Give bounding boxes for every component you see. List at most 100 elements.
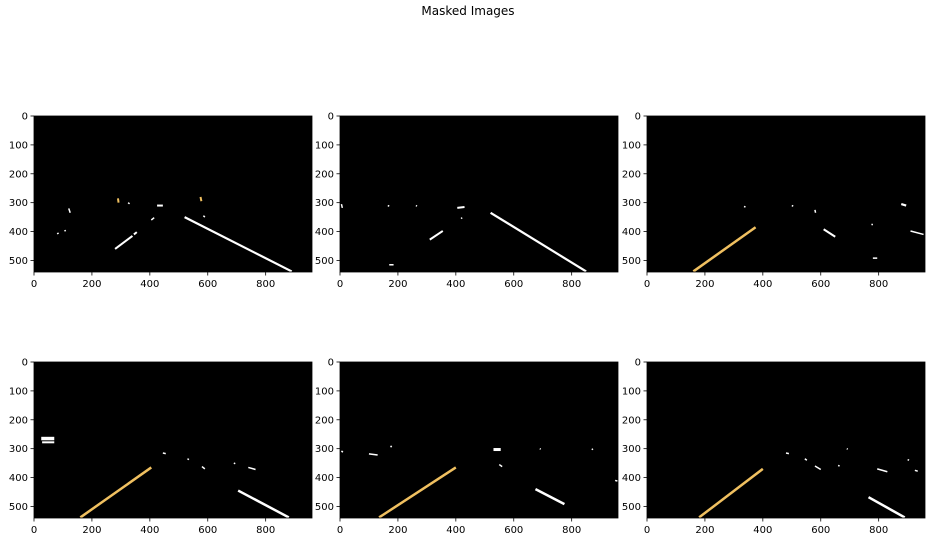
white-lane-mark	[823, 228, 836, 238]
panel-image-1: 0 200 400 600 800 0 100 200 300 400 500	[9, 112, 313, 290]
y-tick-label: 500	[9, 256, 28, 267]
y-tick-label: 400	[622, 227, 641, 238]
y-tick-label: 0	[635, 358, 641, 369]
y-tick-label: 400	[315, 473, 334, 484]
axes-frame	[33, 115, 313, 273]
masked-image	[340, 362, 618, 518]
white-lane-mark	[184, 216, 293, 273]
y-tick-label: 200	[9, 415, 28, 426]
y-tick-label: 200	[622, 169, 641, 180]
x-tick-label: 800	[256, 279, 275, 290]
y-tick-label: 300	[9, 444, 28, 455]
x-tick-label: 600	[811, 525, 830, 536]
white-lane-mark	[785, 452, 790, 455]
x-tick-label: 0	[644, 525, 650, 536]
white-lane-mark	[804, 458, 808, 461]
x-tick-label: 600	[504, 525, 523, 536]
white-lane-mark	[457, 206, 465, 209]
yellow-lane-mark	[692, 226, 757, 273]
white-lane-mark	[56, 232, 59, 235]
x-tick-label: 800	[869, 279, 888, 290]
x-tick-label: 400	[446, 525, 465, 536]
x-tick-label: 600	[504, 279, 523, 290]
white-lane-mark	[68, 208, 71, 214]
white-lane-mark	[837, 464, 840, 467]
yellow-lane-mark	[199, 196, 203, 202]
x-tick-label: 400	[140, 525, 159, 536]
y-tick-label: 100	[315, 386, 334, 397]
y-tick-label: 500	[315, 502, 334, 513]
white-lane-mark	[133, 231, 138, 236]
white-lane-mark	[202, 215, 206, 218]
white-lane-mark	[233, 462, 236, 465]
white-lane-mark	[907, 458, 910, 461]
axes-frame	[339, 361, 619, 519]
white-lane-mark	[490, 211, 587, 273]
yellow-lane-mark	[79, 466, 153, 519]
axes-frame	[33, 361, 313, 519]
white-lane-mark	[910, 230, 924, 236]
y-tick-label: 400	[622, 473, 641, 484]
y-tick-label: 0	[22, 112, 28, 123]
white-lane-mark	[867, 496, 906, 519]
masked-image	[647, 362, 925, 518]
panel-image-3: 0 200 400 600 800 0 100 200 300 400 500	[622, 112, 926, 290]
white-lane-mark	[127, 202, 131, 205]
y-tick-label: 100	[622, 140, 641, 151]
y-tick-label: 500	[9, 502, 28, 513]
masked-image	[34, 362, 312, 518]
white-lane-mark	[814, 209, 817, 213]
y-tick-label: 300	[9, 198, 28, 209]
x-tick-label: 800	[562, 279, 581, 290]
y-tick-label: 300	[315, 198, 334, 209]
white-lane-mark	[162, 452, 166, 455]
y-tick-label: 300	[622, 444, 641, 455]
white-lane-mark	[460, 217, 463, 220]
yellow-lane-mark	[698, 467, 764, 519]
y-tick-label: 400	[9, 473, 28, 484]
x-tick-label: 0	[337, 525, 343, 536]
y-tick-label: 200	[315, 169, 334, 180]
figure-title: Masked Images	[421, 4, 515, 18]
white-lane-mark	[900, 203, 907, 207]
y-tick-label: 0	[22, 358, 28, 369]
white-lane-mark	[150, 217, 155, 221]
white-lane-mark	[534, 488, 566, 506]
white-lane-mark	[791, 204, 794, 207]
x-tick-label: 0	[337, 279, 343, 290]
x-tick-label: 200	[82, 525, 101, 536]
white-lane-mark	[187, 458, 190, 461]
axes-frame	[646, 115, 926, 273]
x-tick-label: 400	[753, 525, 772, 536]
y-tick-label: 100	[315, 140, 334, 151]
white-lane-mark	[415, 204, 418, 207]
white-lane-mark	[368, 453, 378, 456]
y-tick-label: 0	[635, 112, 641, 123]
y-tick-label: 200	[622, 415, 641, 426]
white-lane-mark	[846, 448, 849, 450]
white-lane-mark	[340, 203, 344, 209]
x-tick-label: 200	[82, 279, 101, 290]
x-tick-label: 400	[753, 279, 772, 290]
white-lane-mark	[498, 463, 503, 468]
y-tick-label: 0	[328, 358, 334, 369]
white-lane-mark	[114, 235, 134, 250]
panel-image-5: 0 200 400 600 800 0 100 200 300 400 500	[315, 358, 619, 536]
y-tick-label: 500	[622, 502, 641, 513]
white-lane-mark	[743, 205, 746, 208]
x-tick-label: 600	[198, 525, 217, 536]
yellow-lane-mark	[378, 466, 457, 519]
masked-image	[34, 116, 312, 272]
white-lane-mark	[248, 466, 256, 471]
x-tick-label: 800	[256, 525, 275, 536]
yellow-lane-mark	[116, 198, 120, 203]
panel-image-4: 0 200 400 600 800 0 100 200 300 400 500	[9, 358, 313, 536]
y-tick-label: 300	[315, 444, 334, 455]
x-tick-label: 400	[446, 279, 465, 290]
y-tick-label: 400	[9, 227, 28, 238]
x-tick-label: 600	[811, 279, 830, 290]
x-tick-label: 200	[695, 279, 714, 290]
white-lane-mark	[390, 445, 393, 448]
y-tick-label: 0	[328, 112, 334, 123]
